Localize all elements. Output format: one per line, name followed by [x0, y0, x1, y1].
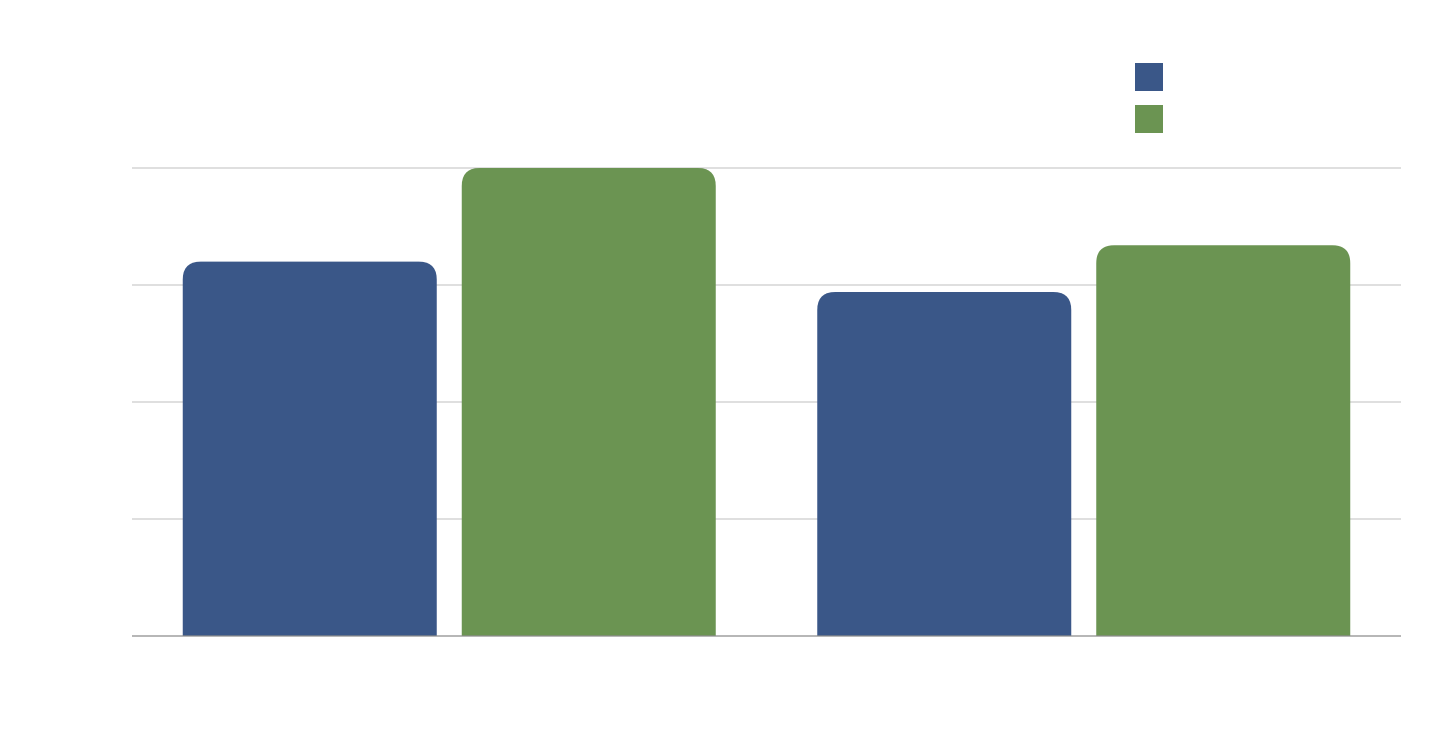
bars: [182, 168, 1351, 636]
legend-swatch-series-1: [1135, 63, 1163, 91]
bar-series-1-group-1: [182, 261, 437, 636]
legend-swatch-series-2: [1135, 105, 1163, 133]
bar-series-1-group-2: [817, 292, 1072, 636]
legend: [1135, 63, 1163, 133]
bar-series-2-group-1: [461, 168, 716, 636]
bar-series-2-group-2: [1096, 245, 1351, 636]
